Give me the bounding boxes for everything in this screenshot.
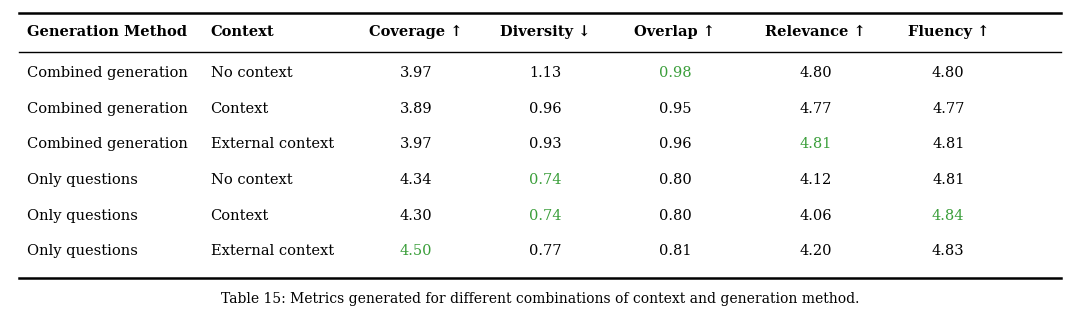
Text: 1.13: 1.13 — [529, 66, 562, 80]
Text: 3.89: 3.89 — [400, 102, 432, 116]
Text: External context: External context — [211, 137, 334, 151]
Text: 4.81: 4.81 — [799, 137, 832, 151]
Text: 0.96: 0.96 — [529, 102, 562, 116]
Text: 0.96: 0.96 — [659, 137, 691, 151]
Text: Only questions: Only questions — [27, 244, 138, 258]
Text: Fluency ↑: Fluency ↑ — [907, 25, 989, 39]
Text: 0.74: 0.74 — [529, 173, 562, 187]
Text: 4.50: 4.50 — [400, 244, 432, 258]
Text: 4.34: 4.34 — [400, 173, 432, 187]
Text: 0.74: 0.74 — [529, 209, 562, 223]
Text: Diversity ↓: Diversity ↓ — [500, 25, 591, 39]
Text: 0.81: 0.81 — [659, 244, 691, 258]
Text: 3.97: 3.97 — [400, 66, 432, 80]
Text: Combined generation: Combined generation — [27, 137, 188, 151]
Text: Table 15: Metrics generated for different combinations of context and generation: Table 15: Metrics generated for differen… — [220, 292, 860, 306]
Text: 3.97: 3.97 — [400, 137, 432, 151]
Text: Only questions: Only questions — [27, 209, 138, 223]
Text: Combined generation: Combined generation — [27, 102, 188, 116]
Text: 4.77: 4.77 — [932, 102, 964, 116]
Text: 0.80: 0.80 — [659, 173, 691, 187]
Text: 4.80: 4.80 — [932, 66, 964, 80]
Text: 4.12: 4.12 — [799, 173, 832, 187]
Text: Context: Context — [211, 102, 269, 116]
Text: 0.93: 0.93 — [529, 137, 562, 151]
Text: 0.95: 0.95 — [659, 102, 691, 116]
Text: No context: No context — [211, 66, 293, 80]
Text: Generation Method: Generation Method — [27, 25, 187, 39]
Text: Context: Context — [211, 25, 274, 39]
Text: Coverage ↑: Coverage ↑ — [369, 25, 462, 39]
Text: Context: Context — [211, 209, 269, 223]
Text: Combined generation: Combined generation — [27, 66, 188, 80]
Text: 0.80: 0.80 — [659, 209, 691, 223]
Text: 4.80: 4.80 — [799, 66, 832, 80]
Text: 4.84: 4.84 — [932, 209, 964, 223]
Text: 4.81: 4.81 — [932, 137, 964, 151]
Text: 4.83: 4.83 — [932, 244, 964, 258]
Text: External context: External context — [211, 244, 334, 258]
Text: 0.98: 0.98 — [659, 66, 691, 80]
Text: 0.77: 0.77 — [529, 244, 562, 258]
Text: No context: No context — [211, 173, 293, 187]
Text: Only questions: Only questions — [27, 173, 138, 187]
Text: Overlap ↑: Overlap ↑ — [635, 25, 715, 39]
Text: 4.30: 4.30 — [400, 209, 432, 223]
Text: 4.06: 4.06 — [799, 209, 832, 223]
Text: 4.20: 4.20 — [799, 244, 832, 258]
Text: Relevance ↑: Relevance ↑ — [765, 25, 866, 39]
Text: 4.81: 4.81 — [932, 173, 964, 187]
Text: 4.77: 4.77 — [799, 102, 832, 116]
